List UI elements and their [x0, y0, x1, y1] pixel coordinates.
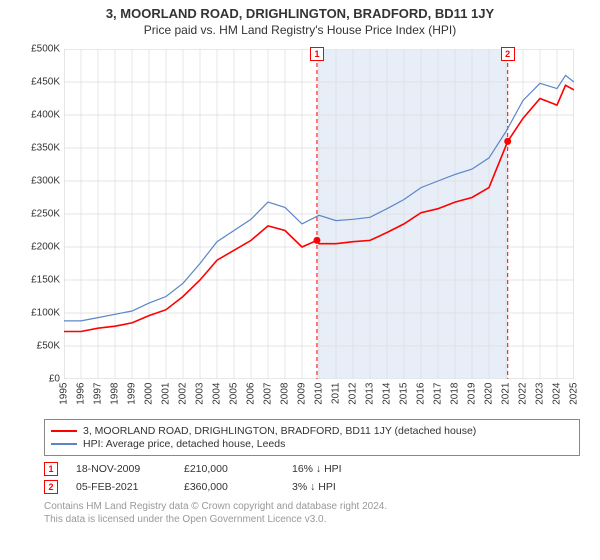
y-tick-label: £300K — [20, 176, 60, 187]
x-tick-label: 2004 — [212, 383, 223, 413]
x-tick-label: 1997 — [93, 383, 104, 413]
y-tick-label: £250K — [20, 209, 60, 220]
x-tick-label: 2010 — [314, 383, 325, 413]
y-tick-label: £50K — [20, 341, 60, 352]
y-tick-label: £450K — [20, 77, 60, 88]
sale-date: 05-FEB-2021 — [76, 481, 166, 493]
legend-label: 3, MOORLAND ROAD, DRIGHLINGTON, BRADFORD… — [83, 425, 476, 437]
chart-svg — [64, 49, 574, 379]
x-tick-label: 2012 — [348, 383, 359, 413]
license-line: Contains HM Land Registry data © Crown c… — [44, 500, 580, 513]
sale-date: 18-NOV-2009 — [76, 463, 166, 475]
x-tick-label: 2006 — [246, 383, 257, 413]
legend-label: HPI: Average price, detached house, Leed… — [83, 438, 285, 450]
x-tick-label: 1996 — [76, 383, 87, 413]
sale-row: 1 18-NOV-2009 £210,000 16% ↓ HPI — [44, 460, 580, 478]
x-tick-label: 2020 — [484, 383, 495, 413]
x-tick-label: 2001 — [161, 383, 172, 413]
y-tick-label: £200K — [20, 242, 60, 253]
x-tick-label: 2014 — [382, 383, 393, 413]
x-tick-label: 2015 — [399, 383, 410, 413]
sale-diff: 16% ↓ HPI — [292, 463, 382, 475]
license-line: This data is licensed under the Open Gov… — [44, 513, 580, 526]
y-tick-label: £500K — [20, 44, 60, 55]
sale-marker-badge: 1 — [44, 462, 58, 476]
y-tick-label: £0 — [20, 374, 60, 385]
x-tick-label: 2017 — [433, 383, 444, 413]
x-tick-label: 2013 — [365, 383, 376, 413]
x-tick-label: 2021 — [501, 383, 512, 413]
legend-box: 3, MOORLAND ROAD, DRIGHLINGTON, BRADFORD… — [44, 419, 580, 456]
plot-area: 12 — [64, 49, 574, 379]
x-tick-label: 2023 — [535, 383, 546, 413]
x-tick-label: 2009 — [297, 383, 308, 413]
x-tick-label: 2025 — [569, 383, 580, 413]
x-tick-label: 2018 — [450, 383, 461, 413]
legend-row: 3, MOORLAND ROAD, DRIGHLINGTON, BRADFORD… — [51, 425, 573, 437]
x-tick-label: 2008 — [280, 383, 291, 413]
y-tick-label: £350K — [20, 143, 60, 154]
x-tick-label: 2002 — [178, 383, 189, 413]
sale-diff: 3% ↓ HPI — [292, 481, 382, 493]
x-tick-label: 2011 — [331, 383, 342, 413]
x-tick-label: 2007 — [263, 383, 274, 413]
license-text: Contains HM Land Registry data © Crown c… — [44, 500, 580, 526]
x-tick-label: 2000 — [144, 383, 155, 413]
page-title: 3, MOORLAND ROAD, DRIGHLINGTON, BRADFORD… — [0, 6, 600, 21]
sale-price: £360,000 — [184, 481, 274, 493]
sale-row: 2 05-FEB-2021 £360,000 3% ↓ HPI — [44, 478, 580, 496]
x-tick-label: 2005 — [229, 383, 240, 413]
y-tick-label: £150K — [20, 275, 60, 286]
sale-price: £210,000 — [184, 463, 274, 475]
legend-row: HPI: Average price, detached house, Leed… — [51, 438, 573, 450]
x-tick-label: 2003 — [195, 383, 206, 413]
legend-swatch-property — [51, 430, 77, 433]
x-tick-label: 2016 — [416, 383, 427, 413]
page-subtitle: Price paid vs. HM Land Registry's House … — [0, 23, 600, 37]
sale-marker-badge: 2 — [44, 480, 58, 494]
title-block: 3, MOORLAND ROAD, DRIGHLINGTON, BRADFORD… — [0, 0, 600, 39]
y-tick-label: £100K — [20, 308, 60, 319]
y-tick-label: £400K — [20, 110, 60, 121]
legend-swatch-hpi — [51, 443, 77, 445]
chart-marker-badge: 1 — [310, 47, 324, 61]
x-tick-label: 1995 — [59, 383, 70, 413]
chart-marker-badge: 2 — [501, 47, 515, 61]
x-tick-label: 2024 — [552, 383, 563, 413]
x-tick-label: 2019 — [467, 383, 478, 413]
chart-container: £0 £50K £100K £150K £200K £250K £300K £350K £400… — [20, 45, 580, 415]
sales-table: 1 18-NOV-2009 £210,000 16% ↓ HPI 2 05-FE… — [44, 460, 580, 496]
x-tick-label: 2022 — [518, 383, 529, 413]
x-tick-label: 1999 — [127, 383, 138, 413]
x-tick-label: 1998 — [110, 383, 121, 413]
